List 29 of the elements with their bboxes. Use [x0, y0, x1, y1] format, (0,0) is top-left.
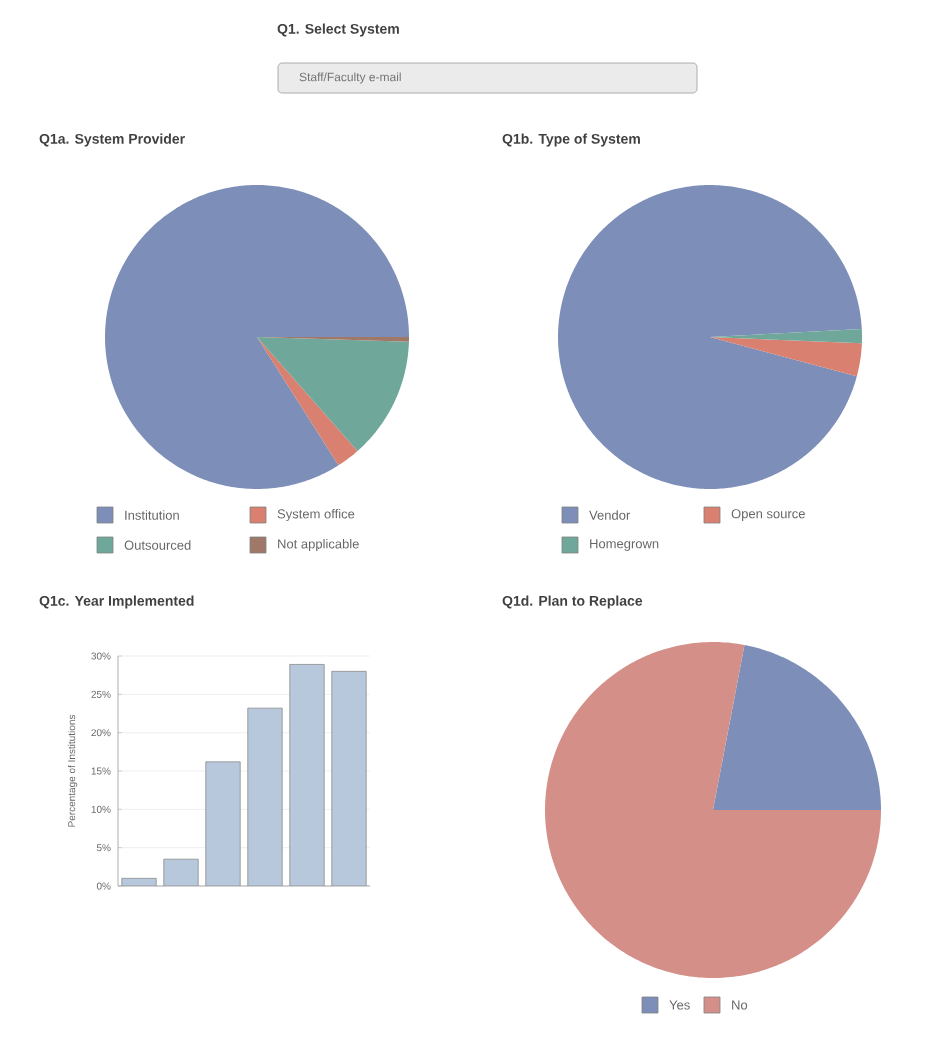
bar [163, 858, 199, 887]
text: Q1. Select System [277, 23, 399, 37]
y-axis-title: Percentage of Institutions [67, 714, 78, 827]
bar [331, 670, 367, 887]
legend-label: Yes [669, 1000, 690, 1010]
legend-label: Open source [731, 509, 805, 521]
y-tick-label: 5% [96, 844, 111, 852]
y-tick-label: 10% [91, 805, 111, 813]
text: Staff/Faculty e-mail [299, 72, 401, 84]
legend-label: Vendor [589, 510, 631, 520]
legend-label: Not applicable [278, 538, 359, 552]
legend-label: Outsourced [124, 540, 191, 550]
chart-title: Q1a. System Provider [39, 133, 185, 147]
chart-title: Q1b. Type of System [502, 133, 640, 147]
chart-title: Q1c. Year Implemented [39, 595, 194, 609]
y-tick-label: 0% [96, 882, 111, 890]
legend-label: Institution [125, 510, 179, 520]
bar [205, 761, 241, 887]
y-tick-label: 30% [91, 652, 111, 660]
legend-label: Homegrown [590, 539, 659, 551]
y-tick-label: 20% [91, 729, 111, 737]
chart-title: Q1d. Plan to Replace [502, 595, 643, 609]
legend-label: No [732, 1000, 748, 1010]
legend-label: System office [277, 508, 355, 522]
bar [247, 707, 283, 887]
bar [289, 664, 325, 887]
y-tick-label: 15% [91, 767, 111, 775]
bar [121, 877, 157, 887]
y-tick-label: 25% [91, 690, 111, 698]
